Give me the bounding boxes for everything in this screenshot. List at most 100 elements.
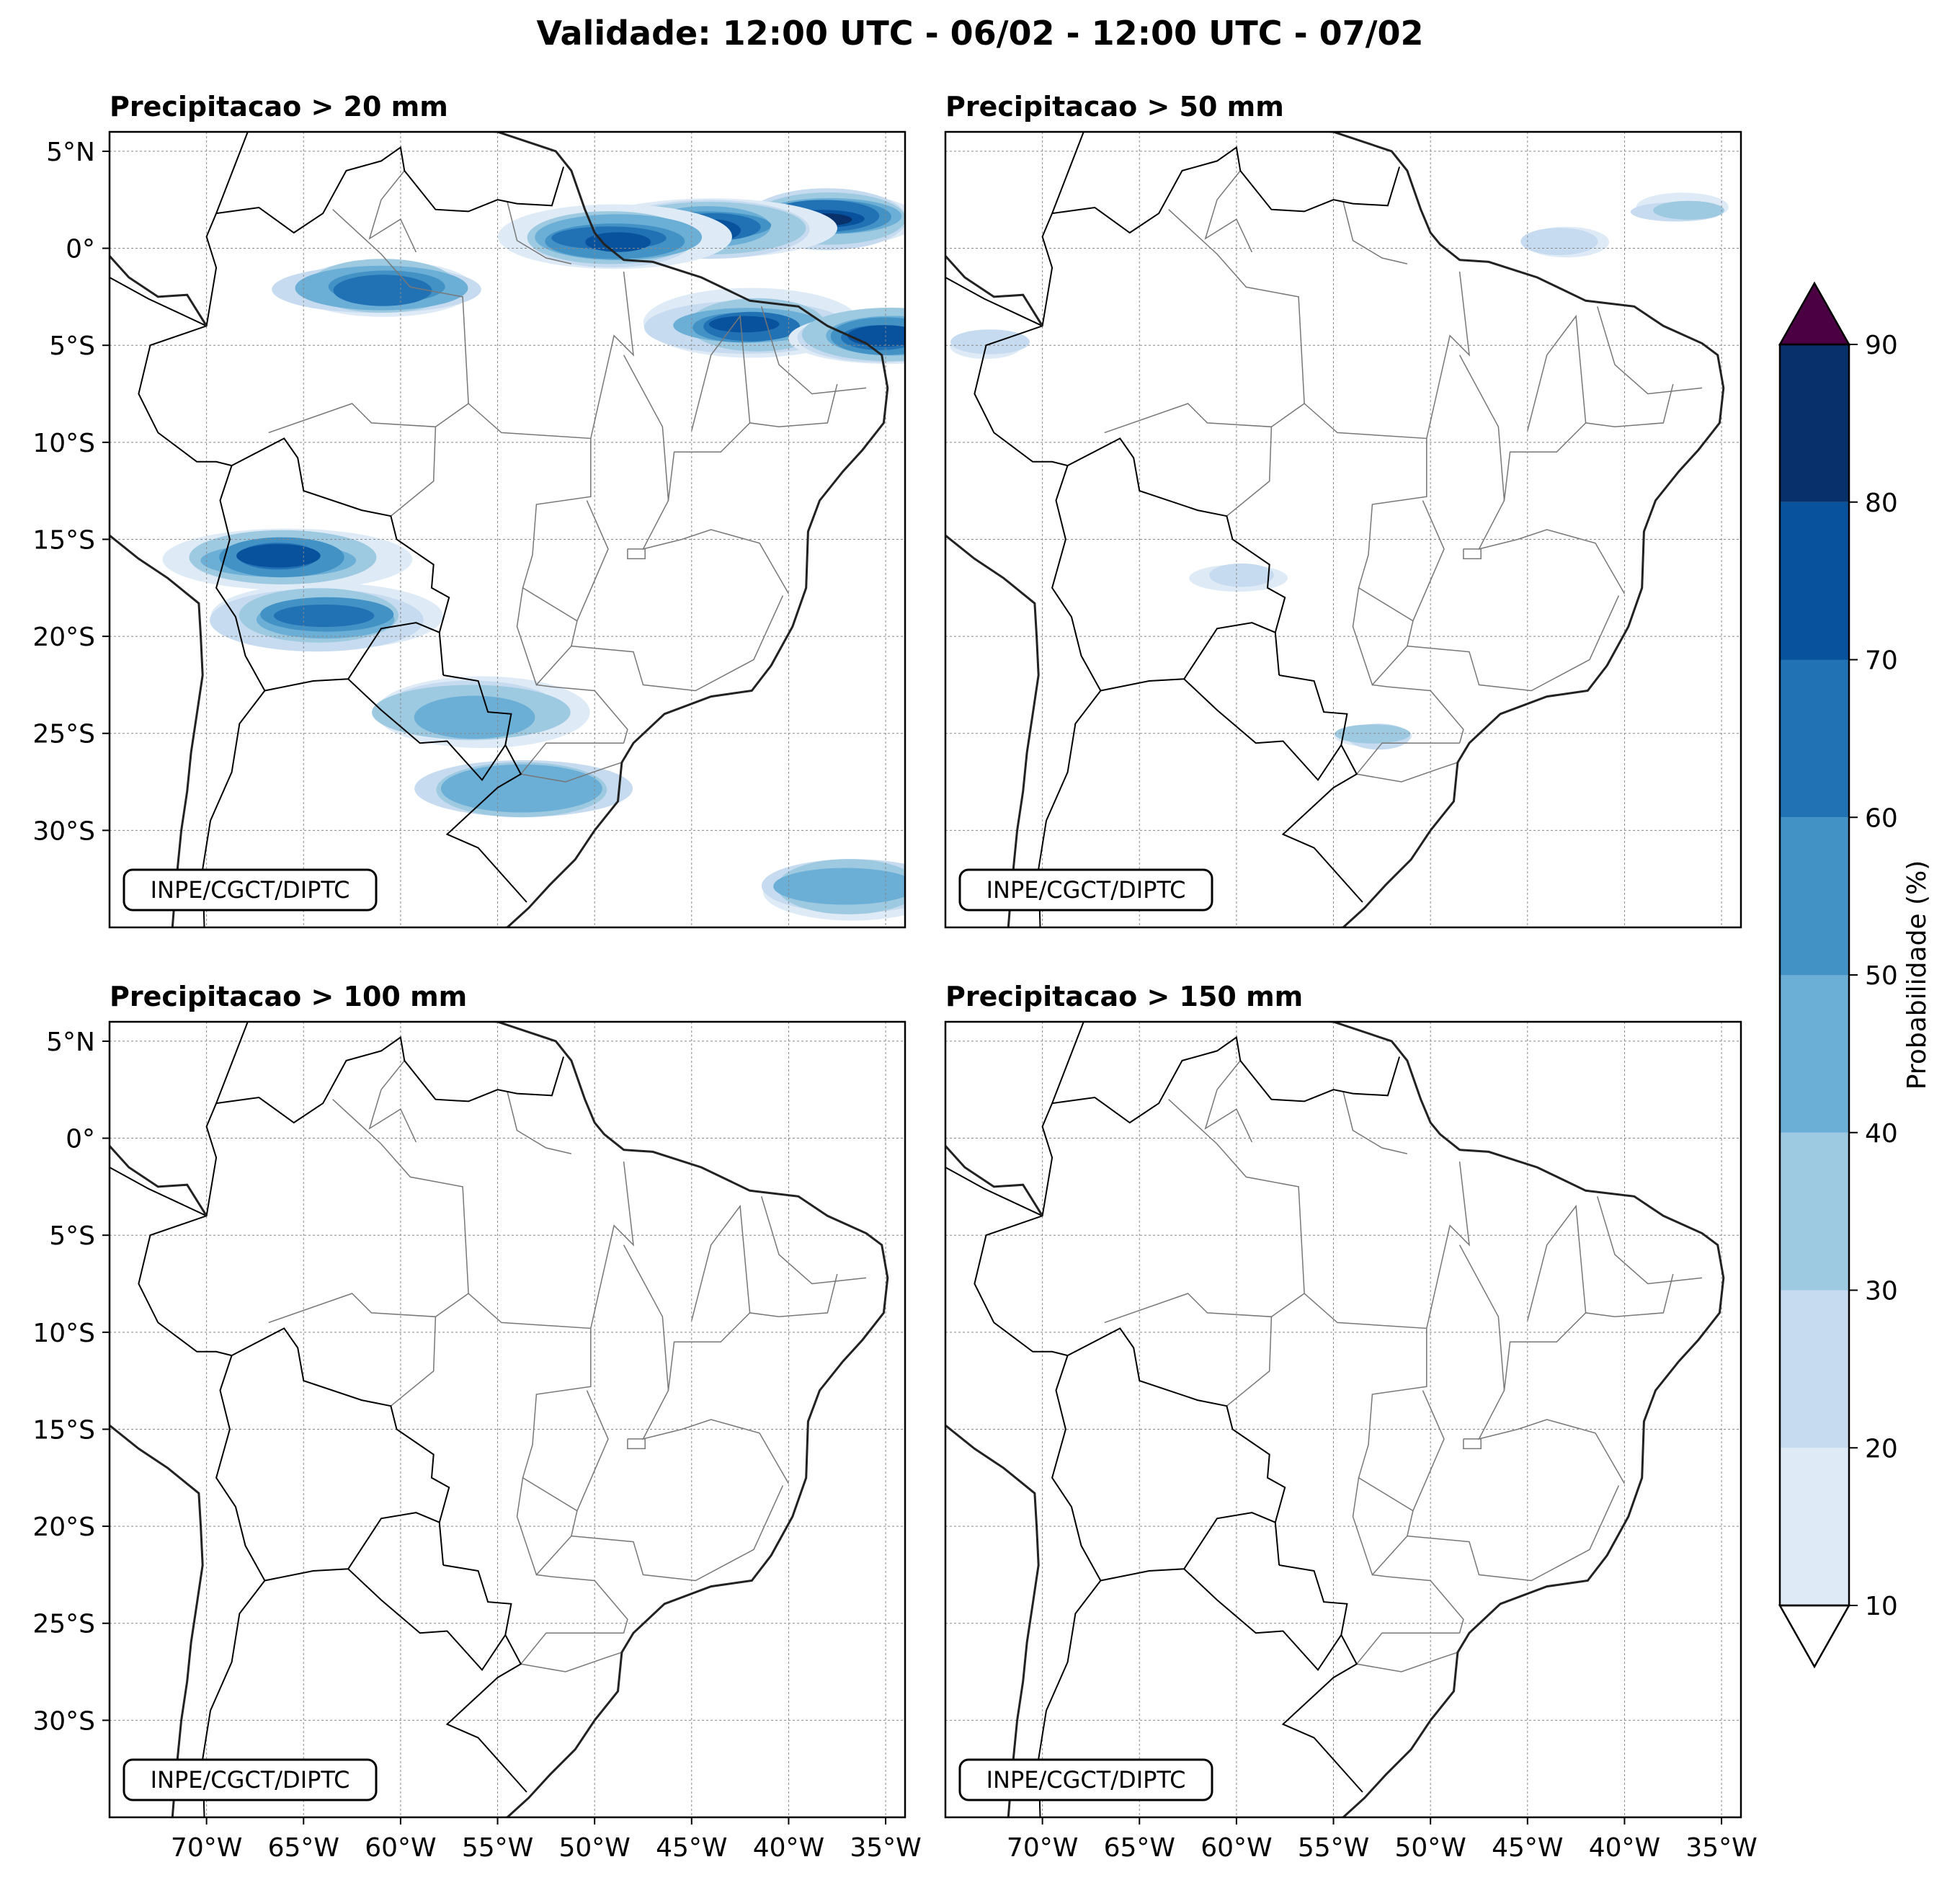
federal-district	[1463, 548, 1482, 560]
lon-tick-label: 45°W	[656, 1833, 727, 1863]
state-border	[520, 1632, 624, 1665]
lon-tick-label: 70°W	[171, 1833, 242, 1863]
country-border	[1051, 465, 1276, 692]
credit-text: INPE/CGCT/DIPTC	[151, 876, 350, 904]
state-border	[1596, 1196, 1703, 1285]
state-border	[520, 742, 624, 775]
lat-tick-label: 10°S	[32, 1319, 95, 1348]
state-border	[1356, 762, 1458, 783]
country-border	[1051, 132, 1084, 214]
colorbar: 10 20 30 40 50 60 70 80 90 Probabilidade (%)	[1778, 281, 1932, 1669]
colorbar-segment	[1780, 1132, 1849, 1291]
credit-box: INPE/CGCT/DIPTC	[122, 868, 378, 912]
colorbar-tick-label: 10	[1865, 1592, 1898, 1621]
probability-area	[585, 232, 651, 252]
country-border	[945, 277, 1043, 327]
state-border	[760, 1196, 867, 1285]
state-border	[520, 1652, 623, 1672]
map-panel-p150: Precipitacao > 150 mm INPE/CGCT/DIPTC 70°W…	[944, 981, 1758, 1863]
coastline	[945, 1424, 1040, 1817]
lat-tick-label: 20°S	[32, 623, 95, 652]
coastline	[1319, 132, 1725, 927]
lat-tick-label: 5°N	[46, 1028, 95, 1057]
colorbar-tick-label: 60	[1865, 803, 1898, 833]
colorbar-segment	[1780, 1290, 1849, 1448]
country-border	[1051, 1035, 1401, 1124]
lat-tick-label: 5°S	[49, 1221, 95, 1251]
country-border	[442, 1564, 527, 1793]
state-border	[1372, 1574, 1464, 1634]
colorbar-ticks: 10 20 30 40 50 60 70 80 90	[1849, 331, 1898, 1621]
coastline	[110, 534, 204, 927]
country-border	[110, 277, 208, 327]
state-border	[1356, 1652, 1458, 1672]
colorbar-tick-label: 30	[1865, 1277, 1898, 1306]
state-border	[1407, 1485, 1620, 1582]
country-border	[1067, 1327, 1286, 1566]
credit-box: INPE/CGCT/DIPTC	[122, 1758, 378, 1801]
country-border	[215, 132, 249, 214]
coastline	[1319, 1022, 1725, 1817]
state-border	[507, 1091, 572, 1154]
state-border	[390, 427, 437, 517]
lon-tick-label: 55°W	[1298, 1833, 1369, 1863]
country-border	[347, 1568, 507, 1672]
map-panel-p50: Precipitacao > 50 mm INPE/CGCT/DIPTC	[944, 91, 1742, 929]
lat-tick-label: 30°S	[32, 1706, 95, 1736]
lat-tick-label: 15°S	[32, 1415, 95, 1445]
federal-district	[627, 548, 646, 560]
state-border	[1372, 684, 1464, 744]
state-border	[368, 1060, 417, 1143]
figure-title: Validade: 12:00 UTC - 06/02 - 12:00 UTC …	[536, 14, 1423, 53]
country-border	[1051, 1022, 1084, 1104]
colorbar-blocks	[1780, 344, 1849, 1606]
state-border	[507, 201, 572, 264]
state-border	[1356, 1632, 1460, 1665]
panel-title: Precipitacao > 50 mm	[945, 91, 1284, 122]
state-border	[590, 1161, 634, 1329]
state-border	[1356, 742, 1460, 775]
map-frame	[108, 130, 906, 929]
state-border	[390, 1317, 437, 1407]
map-frame	[108, 1020, 906, 1819]
state-border	[623, 355, 790, 594]
state-border	[760, 306, 867, 395]
state-border	[468, 403, 609, 622]
country-border	[215, 146, 565, 234]
credit-box: INPE/CGCT/DIPTC	[958, 868, 1213, 912]
lon-tick-label: 65°W	[1104, 1833, 1175, 1863]
lat-tick-label: 0°	[66, 1125, 95, 1154]
state-border	[1226, 427, 1273, 517]
probability-area	[773, 868, 905, 905]
country-border	[231, 1327, 450, 1566]
country-border	[1278, 1564, 1363, 1793]
state-border	[1426, 1161, 1470, 1329]
colorbar-segment	[1780, 817, 1849, 976]
country-border	[974, 213, 1068, 467]
federal-district	[1463, 1438, 1482, 1450]
state-border	[667, 422, 751, 501]
lon-tick-label: 40°W	[1589, 1833, 1660, 1863]
lat-tick-label: 15°S	[32, 525, 95, 555]
lon-tick-label: 65°W	[268, 1833, 339, 1863]
lat-tick-label: 5°S	[49, 331, 95, 361]
panel-title: Precipitacao > 100 mm	[110, 981, 467, 1012]
lon-tick-label: 60°W	[1200, 1833, 1272, 1863]
map-panel-p20: Precipitacao > 20 mm INPE/CGCT/DIPTC 5°N 0°…	[32, 91, 906, 929]
colorbar-segment	[1780, 975, 1849, 1133]
map-frame	[944, 130, 1742, 929]
probability-area	[274, 605, 375, 627]
lat-tick-label: 0°	[66, 235, 95, 264]
probability-area	[1335, 724, 1411, 744]
colorbar-tick-label: 80	[1865, 489, 1898, 518]
colorbar-tick-label: 20	[1865, 1434, 1898, 1464]
credit-text: INPE/CGCT/DIPTC	[986, 876, 1186, 904]
state-border	[667, 1312, 751, 1391]
country-border	[945, 1167, 1043, 1217]
colorbar-segment	[1780, 1448, 1849, 1606]
federal-district	[627, 1438, 646, 1450]
country-border	[110, 1167, 208, 1217]
colorbar-segment	[1780, 344, 1849, 502]
coastline	[945, 1145, 1043, 1217]
country-border	[1183, 678, 1342, 782]
